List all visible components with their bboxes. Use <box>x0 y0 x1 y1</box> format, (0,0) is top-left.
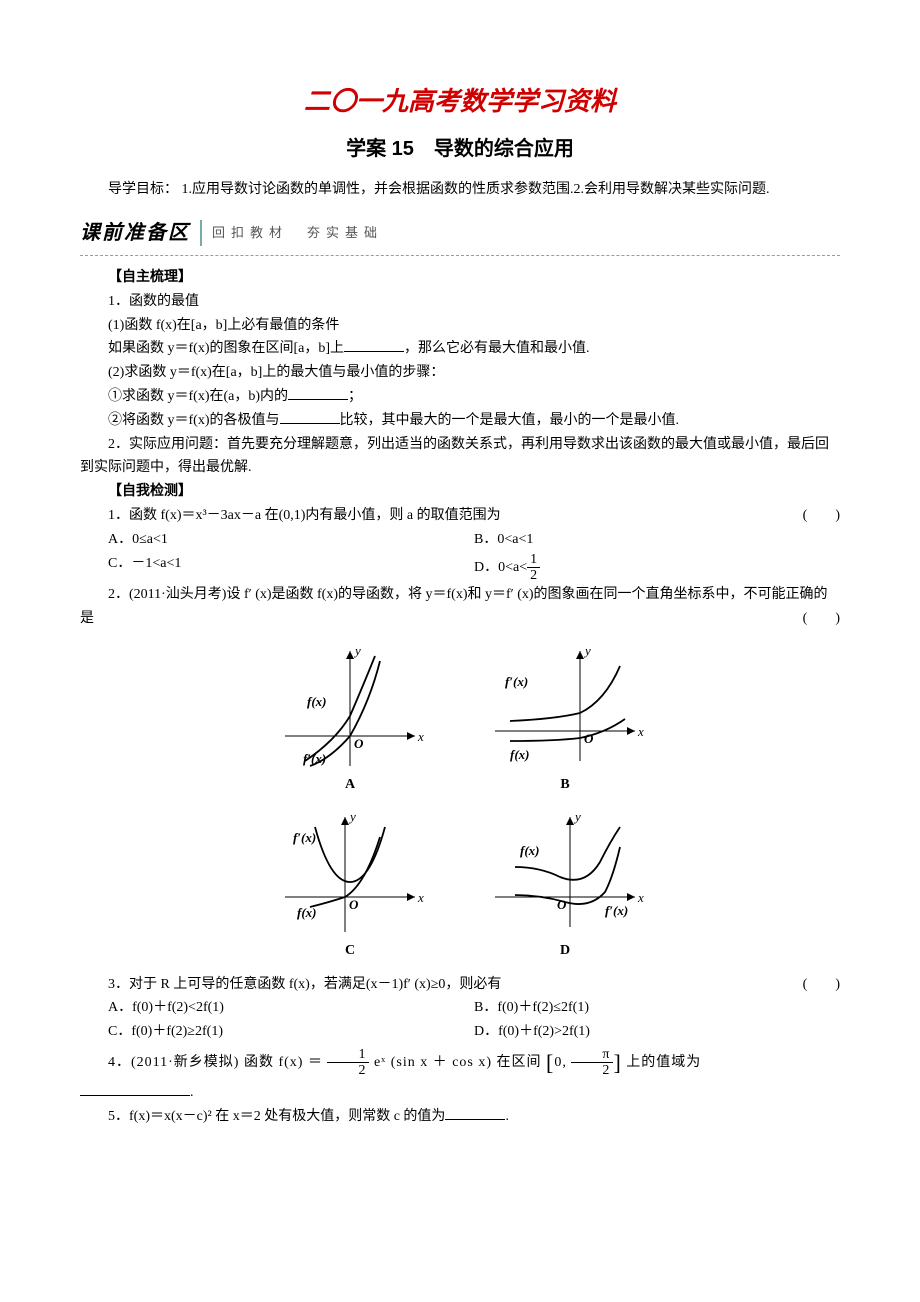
svg-text:x: x <box>417 729 424 744</box>
svg-text:f′(x): f′(x) <box>505 674 528 689</box>
section-prep-sub: 回扣教材 夯实基础 <box>212 222 383 244</box>
q1-B: B．0<a<1 <box>474 528 840 552</box>
q3-D: D．f(0)＋f(2)>2f(1) <box>474 1020 840 1044</box>
q3-C: C．f(0)＋f(2)≥2f(1) <box>108 1020 474 1044</box>
review-l2b: ，那么它必有最大值和最小值. <box>404 341 590 356</box>
q5-tail: . <box>505 1109 509 1124</box>
objective-label: 导学目标： <box>108 182 178 197</box>
svg-text:x: x <box>637 724 644 739</box>
svg-text:y: y <box>573 809 581 824</box>
q5-stem: 5．f(x)＝x(x－c)² 在 x＝2 处有极大值，则常数 c 的值为. <box>80 1105 840 1129</box>
review-h2: 2．实际应用问题：首先要充分理解题意，列出适当的函数关系式，再利用导数求出该函数… <box>80 433 840 481</box>
q3-stem: 3．对于 R 上可导的任意函数 f(x)，若满足(x－1)f′ (x)≥0，则必… <box>80 973 840 997</box>
fig-B: x y O f′(x) f(x) B <box>485 641 645 797</box>
section-prep-label: 课前准备区 <box>80 216 190 250</box>
q4-stem: 4．(2011·新乡模拟) 函数 f(x) ＝ 12 eˣ (sin x ＋ c… <box>80 1044 840 1081</box>
q5-text: 5．f(x)＝x(x－c)² 在 x＝2 处有极大值，则常数 c 的值为 <box>108 1109 445 1124</box>
section-divider <box>200 220 202 246</box>
svg-text:O: O <box>557 897 567 912</box>
q1-options: A．0≤a<1 B．0<a<1 C．－1<a<1 D．0<a<12 <box>80 528 840 584</box>
q2-stem: 2．(2011·汕头月考)设 f′ (x)是函数 f(x)的导函数，将 y＝f(… <box>80 583 840 631</box>
q1-D-num: 1 <box>527 552 540 568</box>
q4-tail: . <box>190 1085 194 1100</box>
fig-C-label: C <box>275 939 425 963</box>
fig-D-label: D <box>485 939 645 963</box>
svg-text:O: O <box>584 731 594 746</box>
q3-options: A．f(0)＋f(2)<2f(1) B．f(0)＋f(2)≤2f(1) C．f(… <box>80 996 840 1044</box>
blank-1 <box>344 337 404 352</box>
blank-q4 <box>80 1081 190 1096</box>
main-title: 二〇一九高考数学学习资料 <box>80 80 840 124</box>
bracket-r: ] <box>613 1050 621 1075</box>
q2-figs-row2: x y O f′(x) f(x) C x y O f(x) f′(x) D <box>80 807 840 963</box>
section-prep: 课前准备区 回扣教材 夯实基础 <box>80 216 840 250</box>
review-l1: (1)函数 f(x)在[a，b]上必有最值的条件 <box>80 314 840 338</box>
q4-post: 上的值域为 <box>626 1055 701 1070</box>
svg-text:x: x <box>417 890 424 905</box>
sub-title: 学案 15 导数的综合应用 <box>80 132 840 166</box>
review-l5a: ②将函数 y＝f(x)的各极值与 <box>108 413 280 428</box>
review-l3: (2)求函数 y＝f(x)在[a，b]上的最大值与最小值的步骤： <box>80 361 840 385</box>
q4-fnum: 1 <box>327 1047 369 1063</box>
svg-text:O: O <box>354 736 364 751</box>
fig-A-label: A <box>275 773 425 797</box>
svg-text:f′(x): f′(x) <box>303 751 326 766</box>
fig-C: x y O f′(x) f(x) C <box>275 807 425 963</box>
review-h1: 1．函数的最值 <box>80 290 840 314</box>
fig-B-label: B <box>485 773 645 797</box>
q4-fden: 2 <box>327 1063 369 1078</box>
q3-B: B．f(0)＋f(2)≤2f(1) <box>474 996 840 1020</box>
review-l4b: ； <box>348 389 362 404</box>
svg-text:O: O <box>349 897 359 912</box>
svg-text:y: y <box>353 643 361 658</box>
q4-blank-line: . <box>80 1081 840 1105</box>
self-review-heading: 【自主梳理】 <box>80 266 840 290</box>
review-l4a: ①求函数 y＝f(x)在(a，b)内的 <box>108 389 288 404</box>
q1-D-pre: D．0<a< <box>474 560 527 575</box>
blank-3 <box>280 409 340 424</box>
q1-A: A．0≤a<1 <box>108 528 474 552</box>
svg-text:f(x): f(x) <box>510 747 530 762</box>
q4-inum: π <box>571 1047 613 1063</box>
q4-mid: eˣ (sin x ＋ cos x) 在区间 <box>374 1055 542 1070</box>
q3-text: 3．对于 R 上可导的任意函数 f(x)，若满足(x－1)f′ (x)≥0，则必… <box>108 977 501 992</box>
q1-D: D．0<a<12 <box>474 552 840 584</box>
q1-text: 1．函数 f(x)＝x³－3ax－a 在(0,1)内有最小值，则 a 的取值范围… <box>108 508 501 523</box>
q3-paren: ( ) <box>775 973 840 997</box>
svg-text:x: x <box>637 890 644 905</box>
fig-A: x y O f(x) f′(x) A <box>275 641 425 797</box>
objective: 导学目标： 1.应用导数讨论函数的单调性，并会根据函数的性质求参数范围.2.会利… <box>80 178 840 202</box>
review-l5: ②将函数 y＝f(x)的各极值与 比较，其中最大的一个是最大值，最小的一个是最小值… <box>80 409 840 433</box>
q1-C: C．－1<a<1 <box>108 552 474 584</box>
q2-paren: ( ) <box>775 607 840 631</box>
q1-D-den: 2 <box>527 568 540 583</box>
objective-text: 1.应用导数讨论函数的单调性，并会根据函数的性质求参数范围.2.会利用导数解决某… <box>178 182 770 197</box>
q2-text: 2．(2011·汕头月考)设 f′ (x)是函数 f(x)的导函数，将 y＝f(… <box>80 587 828 626</box>
fig-D: x y O f(x) f′(x) D <box>485 807 645 963</box>
svg-text:f(x): f(x) <box>307 694 327 709</box>
svg-text:y: y <box>348 809 356 824</box>
review-l4: ①求函数 y＝f(x)在(a，b)内的 ； <box>80 385 840 409</box>
dashed-line <box>80 254 840 256</box>
review-l5b: 比较，其中最大的一个是最大值，最小的一个是最小值. <box>340 413 680 428</box>
self-test-heading: 【自我检测】 <box>80 480 840 504</box>
svg-text:f(x): f(x) <box>520 843 540 858</box>
svg-text:f′(x): f′(x) <box>293 830 316 845</box>
q2-figs-row1: x y O f(x) f′(x) A x y O f′(x) f(x) B <box>80 641 840 797</box>
q4-pre: 4．(2011·新乡模拟) 函数 f(x) ＝ <box>108 1055 323 1070</box>
review-l2a: 如果函数 y＝f(x)的图象在区间[a，b]上 <box>108 341 344 356</box>
q4-iden: 2 <box>571 1063 613 1078</box>
svg-text:f′(x): f′(x) <box>605 903 628 918</box>
svg-text:y: y <box>583 643 591 658</box>
review-l2: 如果函数 y＝f(x)的图象在区间[a，b]上 ，那么它必有最大值和最小值. <box>80 337 840 361</box>
blank-2 <box>288 385 348 400</box>
svg-text:f(x): f(x) <box>297 905 317 920</box>
q1-stem: 1．函数 f(x)＝x³－3ax－a 在(0,1)内有最小值，则 a 的取值范围… <box>80 504 840 528</box>
blank-q5 <box>445 1105 505 1120</box>
q3-A: A．f(0)＋f(2)<2f(1) <box>108 996 474 1020</box>
q1-paren: ( ) <box>775 504 840 528</box>
q4-intl: 0, <box>554 1055 567 1070</box>
